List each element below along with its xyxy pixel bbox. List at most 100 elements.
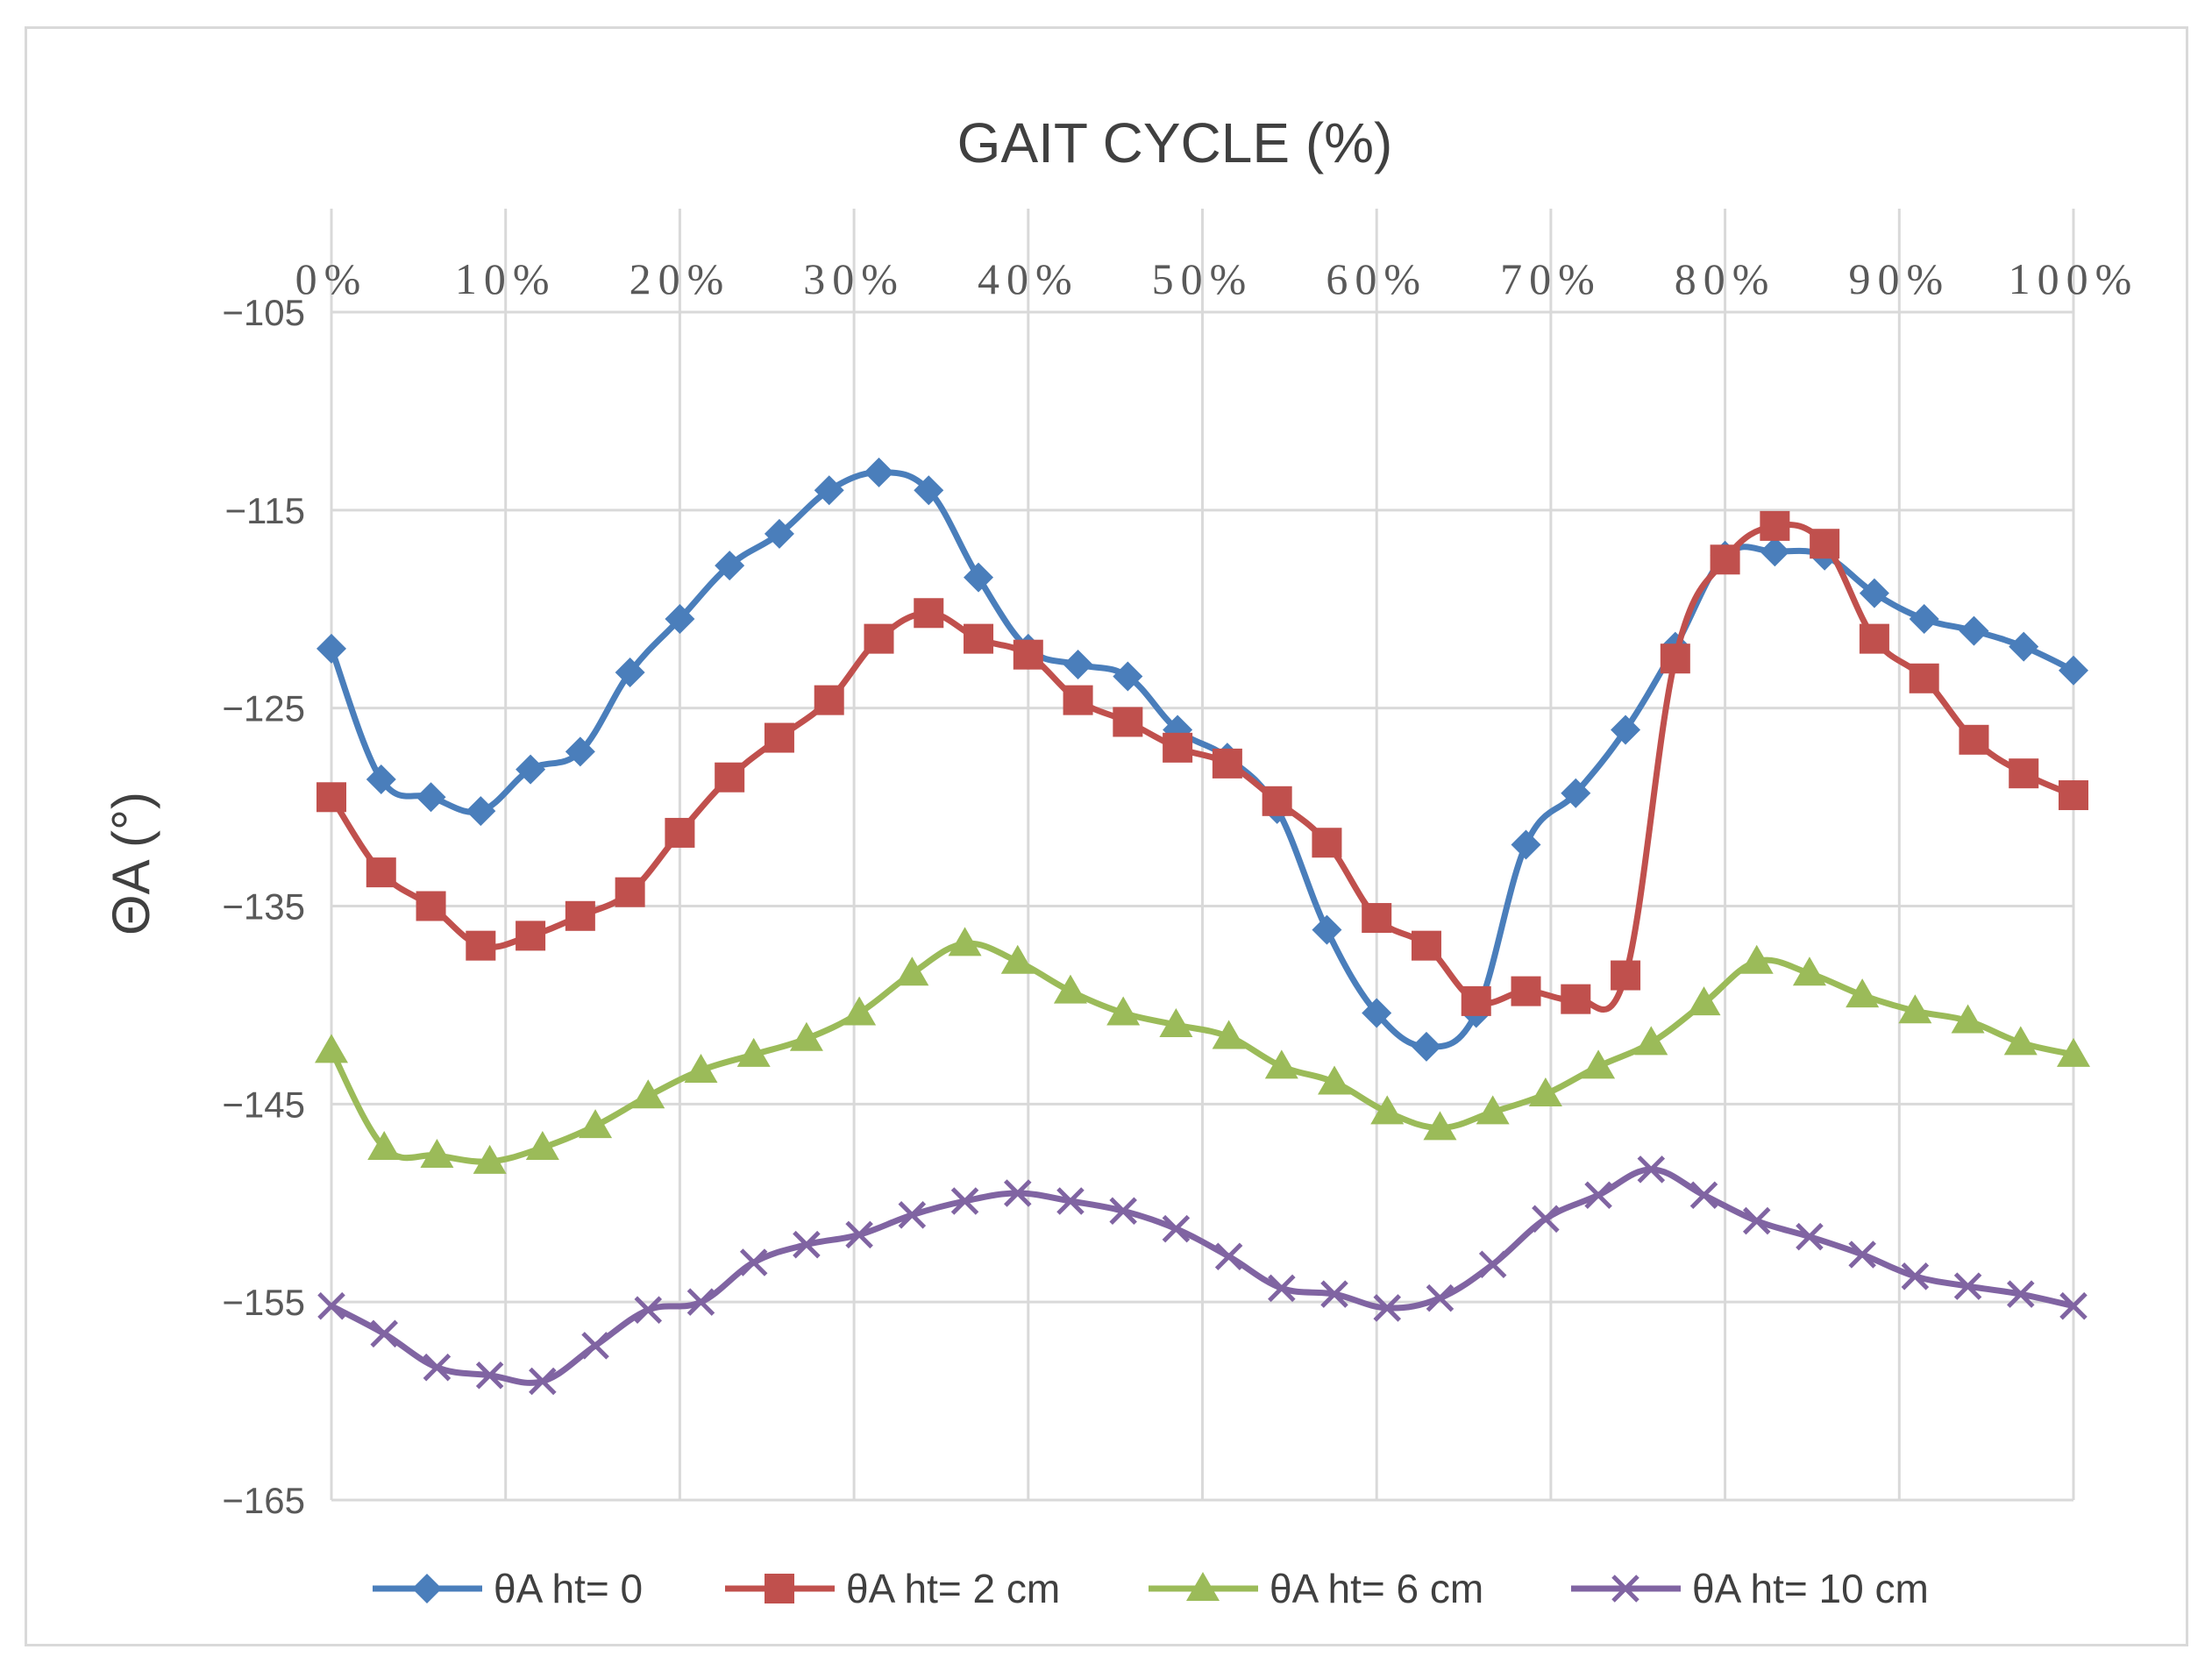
data-point [1411,1031,1441,1062]
data-point [1106,996,1141,1026]
data-point [1909,663,1939,693]
y-tick-label: −145 [222,1084,305,1125]
data-point [366,764,396,794]
data-point [1953,1272,1982,1300]
data-point [1159,1008,1193,1037]
x-tick-label: 50% [1152,254,1254,303]
data-point [634,1296,663,1324]
data-point [1362,998,1392,1028]
data-point [1109,1197,1137,1226]
data-point [2057,1037,2090,1067]
data-point [416,891,446,921]
data-point [789,1021,823,1051]
data-point [1796,1222,1824,1251]
data-point [631,1079,665,1109]
data-point [898,1201,927,1229]
data-point [1687,986,1721,1016]
data-point [1532,1205,1560,1234]
data-point [686,1288,715,1316]
data-point [315,1034,348,1063]
legend: θA ht= 0 θA ht= 2 cm θA ht= 6 cm θA ht= 10 … [373,1566,1929,1611]
data-point [416,782,446,813]
data-point [864,457,894,487]
axis-layer: −105 −115 −125 −135 −145 −155 −165 0% 10% 20% 30% 4… [222,254,2131,1521]
data-point [1898,994,1932,1024]
data-point [1262,786,1292,816]
x-tick-label: 40% [978,254,1079,303]
data-point [1056,1187,1085,1215]
data-point [565,900,595,931]
data-point [1959,724,1989,755]
legend-label: θA ht= 6 cm [1270,1566,1483,1611]
data-point [814,685,844,715]
data-point [715,762,745,793]
data-point [1848,1241,1876,1269]
data-point [367,1131,402,1161]
data-point [1063,685,1093,715]
data-point [1212,748,1242,779]
data-point [1901,1262,1930,1290]
data-point [529,1367,557,1396]
data-point [1846,978,1880,1008]
chart-title: GAIT CYCLE (%) [957,111,1393,174]
data-point [1909,604,1939,635]
data-point [1739,944,1774,974]
data-point [579,1109,613,1139]
data-point [1584,1181,1612,1209]
data-point [423,1353,452,1382]
legend-marker [412,1574,442,1603]
data-point [1511,976,1541,1006]
data-point [1000,944,1035,974]
y-tick-label: −125 [222,688,305,729]
data-point [2009,631,2039,662]
data-point [736,1037,771,1067]
data-point [1362,903,1392,934]
data-point [473,1144,507,1174]
data-point [1611,715,1641,745]
data-point [964,562,994,593]
data-point [964,623,994,654]
data-point [1264,1049,1298,1079]
legend-item: θA ht= 10 cm [1571,1566,1929,1611]
data-point [1582,1049,1616,1079]
legend-item: θA ht= 0 [373,1566,643,1611]
legend-marker [765,1574,794,1603]
legend-label: θA ht= 0 [494,1566,643,1611]
legend-item: θA ht= 2 cm [725,1566,1060,1611]
data-point [1760,537,1790,567]
data-point [525,1131,559,1161]
y-tick-label: −105 [222,292,305,333]
legend-marker [1186,1572,1220,1601]
data-point [565,736,595,767]
data-point [1951,1004,1985,1034]
data-point [1476,1095,1510,1125]
data-point [1611,960,1641,991]
x-tick-label: 70% [1500,254,1602,303]
data-point [2059,655,2088,686]
data-point [1162,1214,1191,1243]
data-point [615,658,645,688]
series-4 [317,1155,2088,1396]
data-point [420,1139,454,1169]
series-2 [317,510,2088,1016]
series-layer [315,457,2090,1396]
data-point [1163,732,1193,763]
data-point [2003,1026,2038,1056]
data-point [1113,661,1143,692]
x-tick-label: 0% [295,254,368,303]
data-point [1810,529,1840,559]
data-point [843,996,877,1026]
legend-marker [1611,1575,1639,1603]
data-point [475,1361,504,1390]
series-line [330,1166,2074,1386]
data-point [950,1187,979,1215]
data-point [1373,1294,1402,1322]
data-point [1426,1283,1455,1312]
data-point [793,1230,821,1259]
y-axis-label: ΘA (°) [102,792,160,935]
data-point [370,1319,398,1348]
data-point [1312,828,1342,858]
data-point [516,754,546,785]
data-point [516,921,546,951]
data-point [1478,1250,1507,1279]
